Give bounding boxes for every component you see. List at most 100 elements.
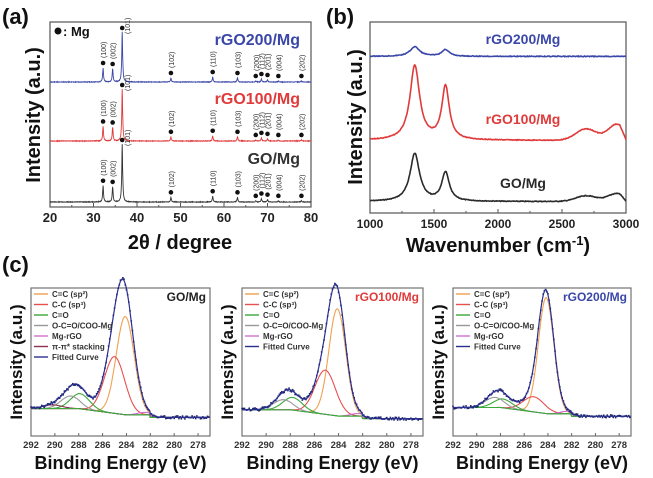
peak-marker xyxy=(265,131,270,137)
data-point xyxy=(174,415,177,418)
data-point xyxy=(180,417,183,420)
peak-label: (004) xyxy=(276,174,283,190)
peak-label: (101) xyxy=(125,130,132,146)
legend-label: Mg-rGO xyxy=(474,332,504,341)
data-point xyxy=(523,397,525,400)
legend-label: O-C=O/COO-Mg xyxy=(474,322,534,331)
peak-label: (002) xyxy=(111,161,118,177)
data-point xyxy=(505,395,508,397)
x-tick-label: 282 xyxy=(564,440,580,451)
x-tick-label: 70 xyxy=(260,210,274,225)
peak-label: (103) xyxy=(235,171,242,187)
data-point xyxy=(618,414,620,417)
data-point xyxy=(267,406,270,408)
data-point xyxy=(465,405,467,407)
x-tick-label: 290 xyxy=(258,440,274,451)
data-point xyxy=(466,407,469,410)
data-point xyxy=(175,415,178,417)
peak-marker xyxy=(168,129,174,135)
peak-marker xyxy=(299,193,304,199)
data-point xyxy=(387,418,389,421)
data-point xyxy=(334,282,336,285)
y-axis-label: Intensity (a.u.) xyxy=(7,304,26,419)
peak-marker xyxy=(276,193,281,199)
data-point xyxy=(453,407,455,410)
data-point xyxy=(282,392,284,394)
data-point xyxy=(200,417,203,420)
peak-label: (102) xyxy=(169,110,176,126)
peak-label: (110) xyxy=(211,110,218,126)
data-point xyxy=(585,416,587,419)
peak-label: (200) xyxy=(254,114,261,130)
data-point xyxy=(407,418,410,421)
xps-frame xyxy=(30,287,211,437)
data-point xyxy=(156,416,159,419)
data-point xyxy=(205,417,208,419)
peak-label: (103) xyxy=(235,52,242,68)
legend-label: C-C (sp³) xyxy=(474,301,508,310)
data-point xyxy=(396,419,399,421)
data-point xyxy=(299,395,301,398)
data-point xyxy=(166,417,168,420)
data-point xyxy=(598,414,600,417)
data-point xyxy=(268,405,271,407)
peak-label: (200) xyxy=(254,55,261,71)
data-point xyxy=(484,397,486,400)
data-point xyxy=(123,278,125,281)
data-point xyxy=(492,390,495,392)
peak-label: (201) xyxy=(266,173,273,189)
panel-a-legend: : Mg xyxy=(63,24,90,39)
data-point xyxy=(401,417,404,419)
data-point xyxy=(606,414,609,416)
data-point xyxy=(176,415,179,417)
legend-label: Fitted Curve xyxy=(52,353,99,362)
data-point xyxy=(252,407,254,410)
series-label: GO/Mg xyxy=(500,175,546,191)
data-point xyxy=(287,389,289,392)
data-point xyxy=(254,407,257,409)
x-axis-label: Binding Energy (eV) xyxy=(456,453,628,473)
legend-label: C-C (sp³) xyxy=(52,301,86,310)
x-tick-label: 60 xyxy=(217,210,231,225)
data-point xyxy=(470,405,472,407)
series-line-GO/Mg xyxy=(49,144,312,204)
data-point xyxy=(281,390,283,393)
data-point xyxy=(203,417,205,420)
peak-marker xyxy=(259,191,264,196)
peak-label: (100) xyxy=(101,42,108,58)
panel-label-c: (c) xyxy=(2,252,29,277)
data-point xyxy=(395,416,398,419)
data-point xyxy=(80,387,82,389)
data-point xyxy=(278,393,281,396)
data-point xyxy=(255,408,258,410)
peak-marker xyxy=(100,178,106,184)
data-point xyxy=(306,395,308,398)
legend-label: π-π* stacking xyxy=(52,343,105,352)
series-line-rGO200/Mg xyxy=(369,45,626,58)
data-point xyxy=(291,388,294,391)
x-tick-label: 2500 xyxy=(549,217,576,231)
x-tick-label: 280 xyxy=(379,440,395,451)
data-point xyxy=(274,399,277,402)
x-tick-label: 20 xyxy=(43,210,57,225)
peak-marker xyxy=(276,132,281,138)
peak-label: (202) xyxy=(299,55,306,71)
data-point xyxy=(388,418,391,421)
x-tick-label: 280 xyxy=(166,440,182,451)
data-point xyxy=(577,415,580,418)
x-tick-label: 50 xyxy=(173,210,187,225)
data-point xyxy=(30,406,32,408)
peak-label: (004) xyxy=(276,55,283,71)
data-point xyxy=(73,384,75,387)
x-tick-label: 278 xyxy=(403,440,419,451)
data-point xyxy=(303,397,306,399)
data-point xyxy=(270,402,272,404)
data-point xyxy=(93,395,96,398)
data-point xyxy=(162,415,165,418)
data-point xyxy=(67,388,69,391)
peak-label: (101) xyxy=(125,18,132,34)
legend-label: O-C=O/COO-Mg xyxy=(52,322,112,331)
data-point xyxy=(605,416,607,419)
x-tick-label: 282 xyxy=(355,440,371,451)
panel-label-a: (a) xyxy=(2,4,29,29)
